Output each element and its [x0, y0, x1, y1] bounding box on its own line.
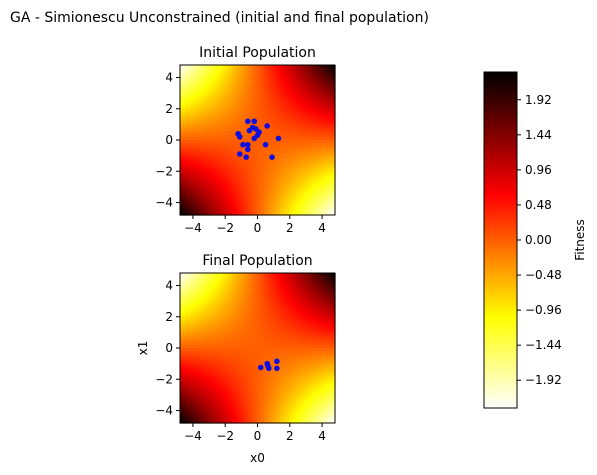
population-point — [245, 146, 251, 153]
population-point — [240, 141, 246, 148]
fitness-heatmap — [180, 65, 336, 216]
population-point — [243, 154, 249, 160]
y-tick-label: −2 — [155, 164, 173, 178]
y-tick-label: 0 — [165, 341, 173, 355]
x-axis-label: x0 — [250, 451, 265, 465]
colorbar-tick-label: −0.48 — [525, 268, 562, 282]
y-tick-label: −2 — [155, 372, 173, 386]
population-point — [275, 135, 282, 142]
x-tick-label: −2 — [216, 221, 234, 235]
y-tick-label: 4 — [165, 71, 173, 85]
population-point — [251, 135, 258, 142]
population-point — [265, 363, 271, 369]
x-tick-label: −2 — [216, 429, 234, 443]
population-point — [264, 123, 270, 129]
colorbar-tick-label: 1.44 — [525, 128, 552, 142]
population-point — [246, 127, 253, 134]
y-tick-label: 2 — [165, 102, 173, 116]
y-tick-label: −4 — [155, 404, 173, 418]
y-axis-label: x1 — [136, 341, 150, 356]
population-point — [251, 118, 258, 125]
y-tick-label: −4 — [155, 196, 173, 210]
x-tick-label: 0 — [254, 429, 262, 443]
y-tick-label: 0 — [165, 133, 173, 147]
population-point — [274, 365, 280, 372]
population-point — [262, 141, 269, 148]
colorbar-tick-label: −0.96 — [525, 303, 562, 317]
population-points — [257, 358, 280, 372]
colorbar-tick-label: 1.92 — [525, 93, 552, 107]
x-tick-label: 2 — [286, 221, 294, 235]
colorbar-tick-label: 0.96 — [525, 163, 552, 177]
x-tick-label: 4 — [318, 221, 326, 235]
colorbar-tick-label: −1.44 — [525, 338, 562, 352]
x-tick-label: 0 — [254, 221, 262, 235]
final-population-plot: Final Population −4 −2 0 2 4 −4 −2 0 2 4 x0 x1 — [136, 253, 336, 465]
x-tick-label: 2 — [286, 429, 294, 443]
x-tick-label: 4 — [318, 429, 326, 443]
fitness-heatmap — [180, 273, 336, 424]
colorbar-tick-label: −1.92 — [525, 373, 562, 387]
population-point — [236, 151, 243, 157]
colorbar-tick-label: 0.00 — [525, 233, 552, 247]
population-point — [245, 141, 251, 148]
population-point — [245, 118, 251, 125]
x-tick-label: −4 — [184, 221, 202, 235]
x-tick-label: −4 — [184, 429, 202, 443]
population-point — [269, 154, 275, 160]
population-points — [235, 118, 282, 160]
colorbar-tick-label: 0.48 — [525, 198, 552, 212]
colorbar: 1.92 1.44 0.96 0.48 0.00 −0.48 −0.96 −1.44 −1.92… — [483, 71, 587, 409]
colorbar-label: Fitness — [573, 219, 587, 261]
y-tick-label: 2 — [165, 310, 173, 324]
population-point — [236, 134, 243, 140]
population-point — [274, 358, 280, 365]
initial-population-plot: Initial Population −4 −2 0 2 4 −4 −2 0 2 4 — [155, 45, 336, 235]
population-point — [257, 364, 264, 371]
subplot-title: Final Population — [202, 253, 312, 269]
subplot-title: Initial Population — [199, 45, 316, 61]
y-tick-label: 4 — [165, 279, 173, 293]
figure-title: GA - Simionescu Unconstrained (initial a… — [10, 10, 429, 26]
